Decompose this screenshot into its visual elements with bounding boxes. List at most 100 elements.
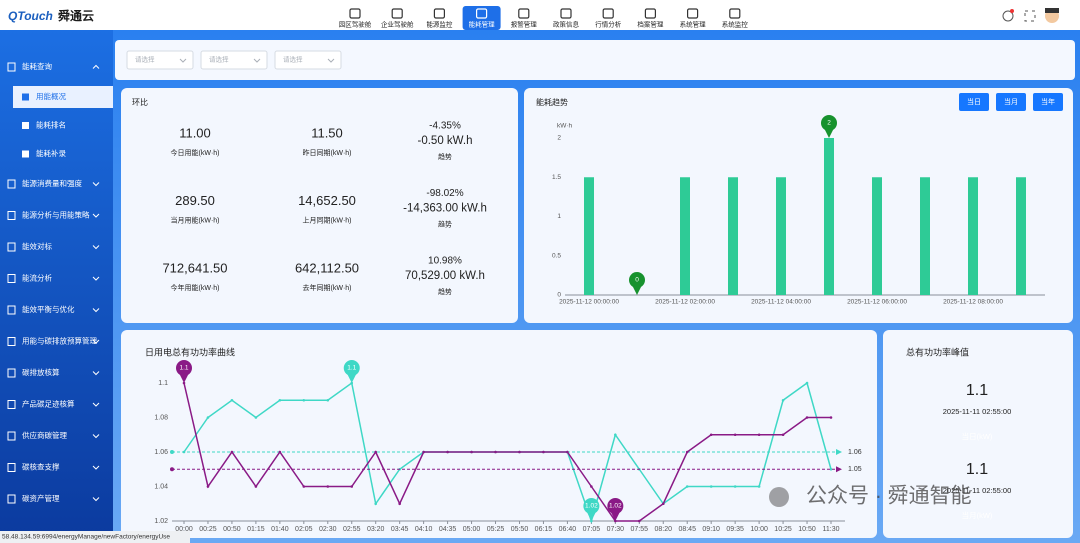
y-tick-label: 1.1 — [158, 380, 168, 387]
select[interactable] — [126, 50, 194, 70]
point — [278, 398, 282, 402]
x-tick-label: 00:50 — [223, 526, 241, 533]
x-tick-label: 05:50 — [511, 526, 529, 533]
pin — [607, 498, 624, 514]
x-tick-label: 11:30 — [823, 526, 840, 533]
select[interactable] — [200, 50, 268, 70]
menu-item[interactable]: 能源消费量和强度 — [22, 178, 82, 188]
previous-label: 去年同期(kW·h) — [303, 283, 352, 292]
submenu-icon — [22, 93, 29, 101]
point — [709, 485, 713, 488]
nav-item[interactable]: 政策信息 — [553, 20, 580, 29]
chevron — [92, 64, 100, 69]
point — [350, 485, 354, 488]
status-bar — [0, 531, 190, 543]
button-label[interactable]: 当年 — [1041, 97, 1055, 106]
y-tick-label: 1.5 — [552, 174, 561, 181]
x-tick-label: 2025-11-12 08:00:00 — [943, 299, 1003, 306]
menu-icon — [7, 211, 16, 220]
nav-item[interactable]: 能耗管理 — [469, 20, 496, 29]
nav-item[interactable]: 报警管理 — [511, 20, 538, 29]
select-placeholder[interactable]: 请选择 — [135, 55, 155, 64]
peak-time: 2025-11-11 02:55:00 — [943, 407, 1012, 416]
average-arrow — [836, 449, 842, 455]
top-bar — [0, 0, 1080, 30]
menu-icon — [7, 179, 16, 189]
pin-label: 1.02 — [609, 503, 622, 510]
y-tick-label: 1.06 — [154, 449, 168, 456]
nav-item[interactable]: 档案管理 — [637, 20, 664, 29]
select-arrow — [179, 58, 187, 63]
pin-label: 1.1 — [347, 365, 356, 372]
submenu-icon — [22, 122, 29, 129]
menu-item[interactable]: 用能与碳排放预算管理 — [22, 335, 97, 345]
pin — [343, 360, 360, 376]
select[interactable] — [274, 50, 342, 70]
button[interactable] — [959, 93, 989, 111]
menu-item[interactable]: 能源分析与用能策略 — [22, 209, 90, 219]
x-tick-label: 03:20 — [367, 526, 385, 533]
nav-icon — [349, 8, 361, 19]
submenu-item[interactable]: 用能概况 — [36, 91, 66, 101]
x-tick-label: 06:15 — [535, 526, 553, 533]
x-tick-label: 2025-11-12 06:00:00 — [847, 299, 907, 306]
bar — [1016, 177, 1026, 295]
current-value: 712,641.50 — [162, 260, 227, 275]
rate: -98.02% — [426, 188, 463, 199]
current-value: 289.50 — [175, 193, 215, 208]
point — [590, 485, 593, 488]
menu-item[interactable]: 供应商碳管理 — [22, 430, 67, 440]
point — [374, 450, 378, 454]
point — [805, 416, 809, 419]
point — [614, 433, 617, 437]
menu-icon — [7, 400, 16, 409]
button-label[interactable]: 当日 — [967, 97, 981, 106]
menu-item[interactable]: 能流分析 — [22, 272, 52, 282]
menu-icon — [7, 431, 16, 441]
select-arrow — [327, 58, 335, 63]
x-tick-label: 07:30 — [607, 526, 625, 533]
point — [206, 485, 210, 488]
fullscreen-icon[interactable] — [1024, 10, 1036, 22]
point — [661, 502, 665, 506]
point — [566, 450, 569, 454]
submenu-item[interactable]: 能耗排名 — [36, 119, 66, 129]
y-tick-label: 1.08 — [154, 414, 168, 421]
submenu-item[interactable]: 能耗补录 — [36, 148, 66, 158]
nav-item[interactable]: 能源监控 — [426, 20, 453, 29]
point — [254, 416, 258, 419]
previous-label: 昨日同期(kW·h) — [303, 148, 352, 157]
trend-label: 趋势 — [438, 287, 452, 296]
button[interactable] — [1033, 93, 1063, 111]
nav-item[interactable]: 企业驾驶舱 — [381, 20, 414, 29]
x-tick-label: 08:20 — [654, 526, 672, 533]
bar — [776, 177, 786, 295]
button-label[interactable]: 当月 — [1004, 97, 1018, 106]
x-tick-label: 07:55 — [631, 526, 649, 533]
menu-item[interactable]: 产品碳足迹核算 — [22, 398, 75, 408]
select-placeholder[interactable]: 请选择 — [209, 55, 229, 64]
notification-icon[interactable] — [1002, 10, 1014, 22]
point — [709, 433, 713, 437]
menu-item[interactable]: 能效平衡与优化 — [22, 304, 75, 314]
nav-item[interactable]: 园区驾驶舱 — [339, 20, 372, 29]
menu-item[interactable]: 碳核查支撑 — [22, 461, 60, 471]
menu-item[interactable]: 碳资产管理 — [22, 493, 60, 503]
menu-item[interactable]: 碳排放核算 — [22, 367, 60, 377]
button[interactable] — [996, 93, 1026, 111]
chevron — [92, 213, 100, 218]
menu-group[interactable]: 能耗查询 — [22, 61, 52, 71]
point — [494, 450, 497, 454]
nav-icon — [602, 8, 614, 19]
nav-item[interactable]: 系统管理 — [680, 20, 707, 29]
nav-item[interactable]: 系统监控 — [722, 20, 749, 29]
point — [182, 450, 186, 454]
select-placeholder[interactable]: 请选择 — [283, 55, 303, 64]
x-tick-label: 10:50 — [798, 526, 816, 533]
chevron — [92, 434, 100, 439]
y-axis-label: kW·h — [557, 123, 573, 130]
menu-item[interactable]: 能效对标 — [22, 241, 52, 251]
nav-item[interactable]: 行情分析 — [595, 20, 622, 29]
diff: 70,529.00 kW.h — [405, 270, 485, 282]
average-start — [170, 450, 174, 454]
